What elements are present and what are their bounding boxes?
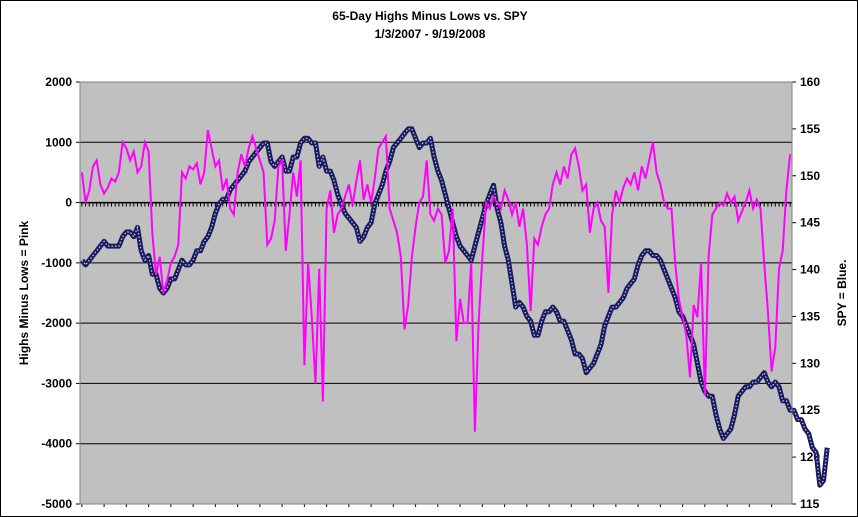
right-tick-label: 155	[800, 122, 820, 136]
spy-line-highlight	[81, 128, 828, 487]
highs-minus-lows-line	[80, 129, 792, 432]
left-tick-label: -1000	[41, 256, 72, 270]
left-tick-label: -2000	[41, 316, 72, 330]
plot-area	[80, 82, 792, 504]
right-tick-label: 150	[800, 169, 820, 183]
right-tick-label: 160	[800, 75, 820, 89]
left-tick-label: -3000	[41, 376, 72, 390]
chart-title: 65-Day Highs Minus Lows vs. SPY	[332, 9, 527, 23]
right-tick-label: 135	[800, 309, 820, 323]
right-axis-label: SPY = Blue.	[835, 260, 849, 327]
right-tick-label: 130	[800, 356, 820, 370]
right-tick-label: 145	[800, 216, 820, 230]
chart-subtitle: 1/3/2007 - 9/19/2008	[375, 27, 486, 41]
left-axis-ticks: 2000 1000 0 -1000 -2000 -3000 -4000 -5000	[41, 75, 80, 511]
series-layer	[79, 126, 830, 488]
right-tick-label: 140	[800, 263, 820, 277]
left-axis-label: Highs Minus Lows = Pink	[17, 221, 31, 366]
left-tick-label: -4000	[41, 437, 72, 451]
left-tick-label: -5000	[41, 497, 72, 511]
right-tick-label: 125	[800, 403, 820, 417]
left-tick-label: 0	[65, 196, 72, 210]
left-tick-label: 1000	[45, 135, 72, 149]
left-tick-label: 2000	[45, 75, 72, 89]
right-tick-label: 115	[800, 497, 820, 511]
plot-border	[79, 81, 793, 505]
